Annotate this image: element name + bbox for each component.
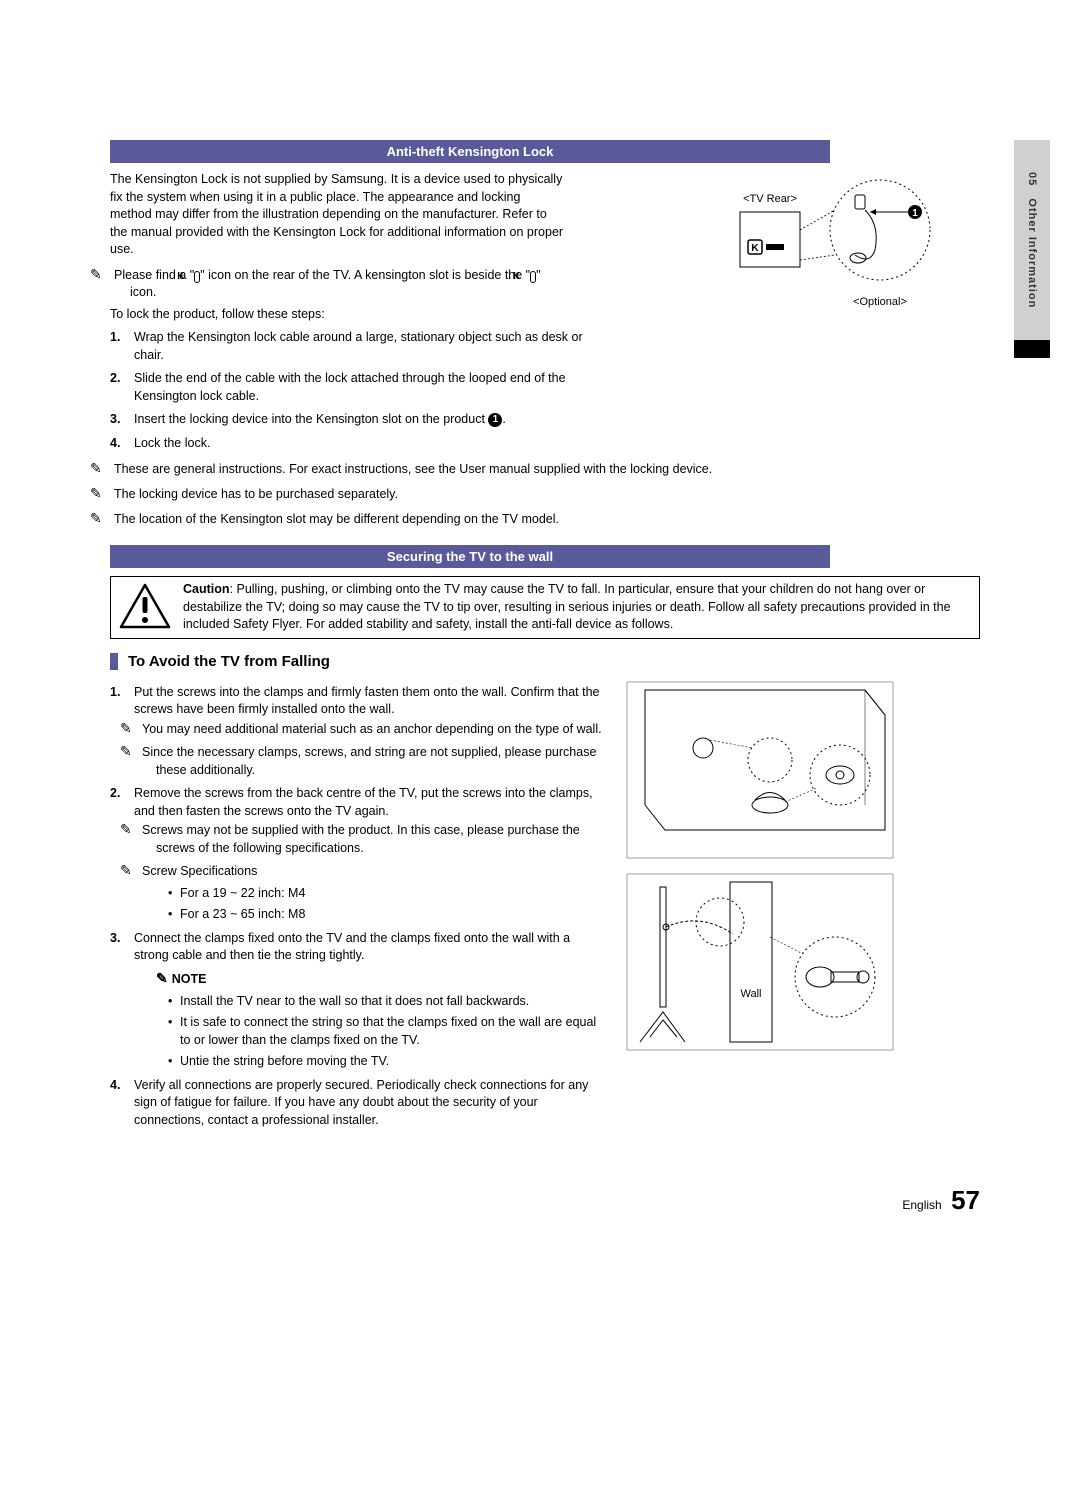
lock-steps: 1.Wrap the Kensington lock cable around … (110, 329, 610, 452)
caution-box: Caution: Pulling, pushing, or climbing o… (110, 576, 980, 639)
caution-text: Caution: Pulling, pushing, or climbing o… (183, 581, 971, 634)
svg-text:1: 1 (912, 208, 918, 219)
diagram-wall-mount-top (625, 680, 895, 860)
section-header-securing: Securing the TV to the wall (110, 545, 830, 568)
svg-text:Wall: Wall (741, 988, 762, 1000)
svg-text:K: K (751, 243, 759, 254)
kensington-note-a: ✎These are general instructions. For exa… (110, 458, 980, 479)
warning-icon (119, 583, 171, 632)
diagram-wall-mount-bottom: Wall (625, 872, 895, 1052)
page-number: 57 (951, 1185, 980, 1215)
page-footer: English 57 (110, 1185, 980, 1216)
side-tab: 05 Other Information (1014, 140, 1050, 340)
lock-step-2: 2.Slide the end of the cable with the lo… (110, 370, 610, 405)
chapter-title: Other Information (1026, 198, 1038, 308)
section-header-kensington: Anti-theft Kensington Lock (110, 140, 830, 163)
diagram-tv-rear: <TV Rear> K 1 <Optional> (730, 170, 950, 315)
falling-step-3: 3.Connect the clamps fixed onto the TV a… (110, 930, 605, 1071)
falling-step-2: 2.Remove the screws from the back centre… (110, 785, 605, 924)
subhead-falling: To Avoid the TV from Falling (110, 653, 980, 670)
kensington-intro: The Kensington Lock is not supplied by S… (110, 171, 565, 259)
kensington-note-b: ✎The locking device has to be purchased … (110, 483, 980, 504)
lock-step-4: 4.Lock the lock. (110, 435, 610, 453)
side-black-marker (1014, 340, 1050, 358)
falling-step-1: 1.Put the screws into the clamps and fir… (110, 684, 605, 780)
optional-label: <Optional> (853, 296, 907, 308)
footer-lang: English (902, 1198, 941, 1212)
falling-steps: 1.Put the screws into the clamps and fir… (110, 684, 605, 1129)
falling-step-4: 4.Verify all connections are properly se… (110, 1077, 605, 1130)
callout-1-icon: 1 (488, 413, 502, 427)
kensington-note-c: ✎The location of the Kensington slot may… (110, 508, 980, 529)
chapter-number: 05 (1026, 172, 1038, 186)
lock-step-1: 1.Wrap the Kensington lock cable around … (110, 329, 610, 364)
tv-rear-label: <TV Rear> (743, 193, 797, 205)
lock-step-3: 3.Insert the locking device into the Ken… (110, 411, 610, 429)
kensington-icon-note: ✎Please find a "K" icon on the rear of t… (110, 265, 565, 302)
